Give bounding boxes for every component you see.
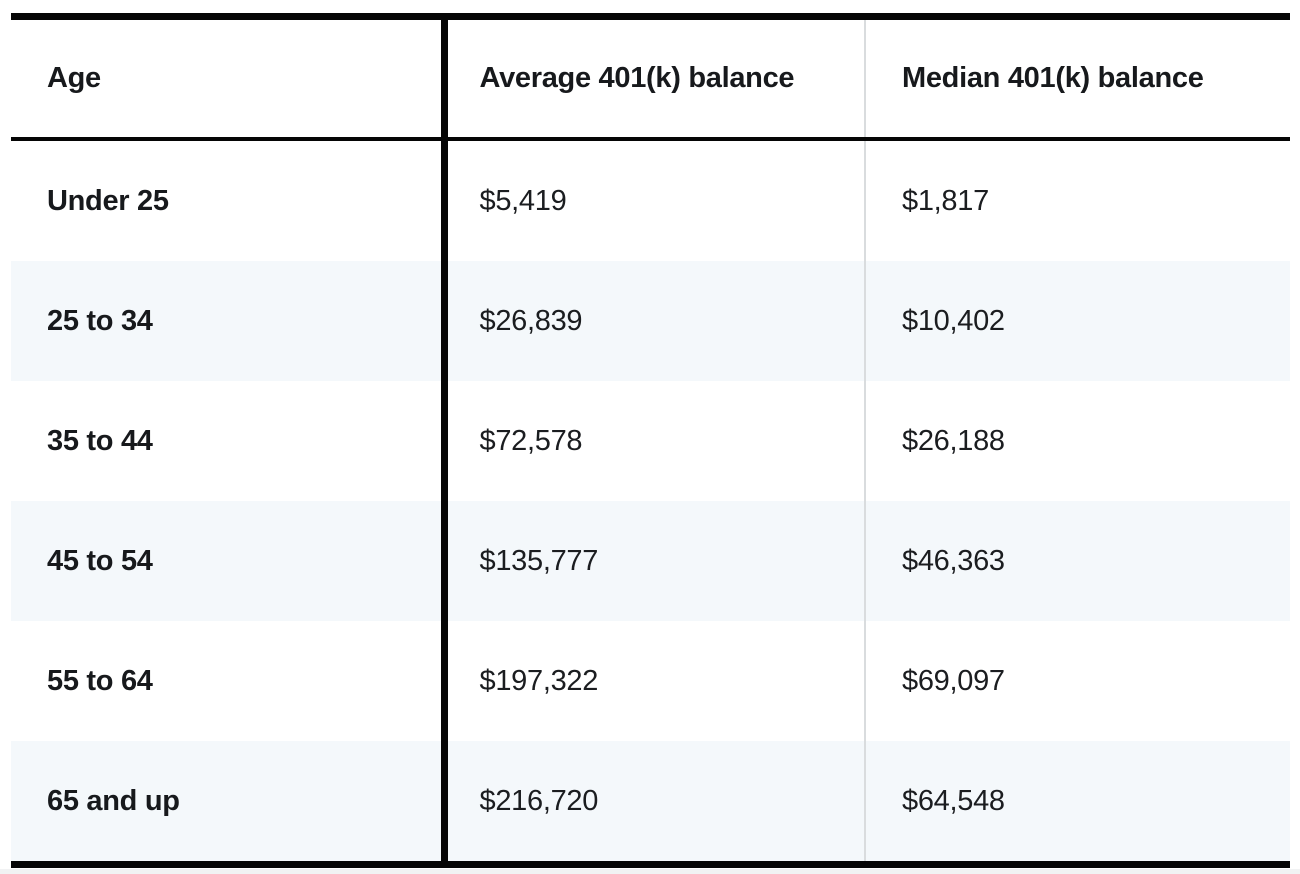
column-header-age: Age: [11, 16, 448, 141]
table-row: 25 to 34 $26,839 $10,402: [11, 261, 1290, 381]
column-header-median-balance: Median 401(k) balance: [865, 16, 1290, 141]
age-cell: Under 25: [11, 139, 448, 261]
average-balance-cell: $26,839: [444, 261, 866, 381]
median-balance-cell: $1,817: [902, 184, 989, 217]
table-body: Under 25 $5,419 $1,817 25 to 34 $26,839 …: [11, 139, 1290, 865]
median-balance-cell: $64,548: [902, 784, 1005, 817]
average-balance-cell: $5,419: [444, 139, 866, 261]
median-balance-cell: $46,363: [902, 544, 1005, 577]
median-balance-cell: $26,188: [902, 424, 1005, 457]
header-row: Age Average 401(k) balance Median 401(k)…: [11, 16, 1290, 141]
age-cell: 35 to 44: [11, 381, 448, 501]
average-balance-cell: $197,322: [444, 621, 866, 741]
average-balance-cell: $216,720: [444, 741, 866, 865]
average-balance-cell: $72,578: [444, 381, 866, 501]
column-header-average-balance: Average 401(k) balance: [444, 16, 866, 141]
table-row: 55 to 64 $197,322 $69,097: [11, 621, 1290, 741]
age-cell: 25 to 34: [11, 261, 448, 381]
table-container: Age Average 401(k) balance Median 401(k)…: [11, 13, 1290, 868]
median-balance-cell: $69,097: [902, 664, 1005, 697]
table-row: 45 to 54 $135,777 $46,363: [11, 501, 1290, 621]
age-cell: 55 to 64: [11, 621, 448, 741]
age-cell: 45 to 54: [11, 501, 448, 621]
retirement-balance-table: Age Average 401(k) balance Median 401(k)…: [11, 13, 1290, 868]
table-header: Age Average 401(k) balance Median 401(k)…: [11, 16, 1290, 141]
table-row: Under 25 $5,419 $1,817: [11, 139, 1290, 261]
median-balance-cell: $10,402: [902, 304, 1005, 337]
age-cell: 65 and up: [11, 741, 448, 865]
page-bottom-strip: [0, 869, 1300, 874]
table-row: 65 and up $216,720 $64,548: [11, 741, 1290, 865]
average-balance-cell: $135,777: [444, 501, 866, 621]
table-row: 35 to 44 $72,578 $26,188: [11, 381, 1290, 501]
